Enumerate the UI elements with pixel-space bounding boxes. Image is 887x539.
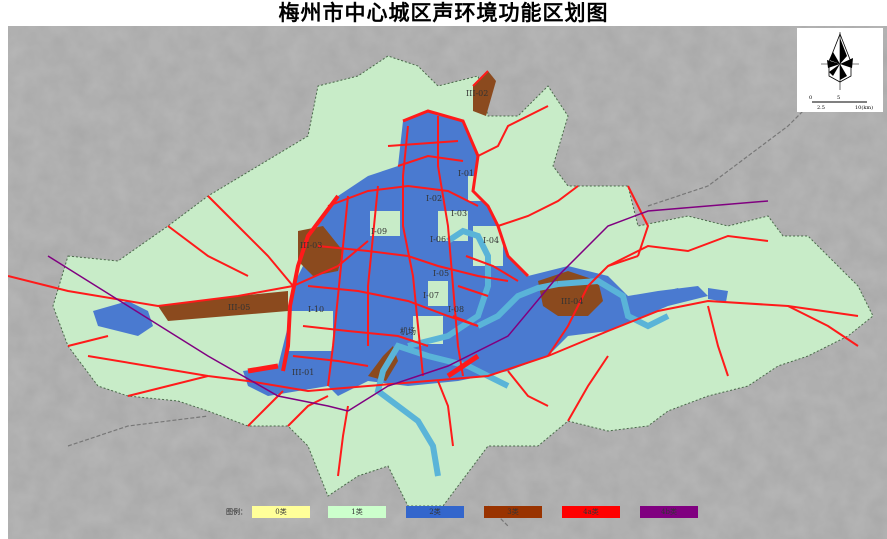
- class4a-roads: [8, 70, 859, 477]
- legend-item-class1: 1类: [328, 506, 386, 518]
- zone-label: 机场: [400, 326, 416, 336]
- legend-item-class4a: 4a类: [562, 506, 620, 518]
- scale-tick: 2.5: [817, 105, 825, 111]
- zone-label: I-10: [308, 305, 324, 314]
- class2-zone-west: [93, 301, 153, 336]
- zone-label: I-04: [483, 236, 499, 245]
- legend: 图例： 0类 1类 2类 3类 4a类 4b类: [226, 505, 698, 519]
- zone-label: I-07: [423, 291, 439, 300]
- map-title: 梅州市中心城区声环境功能区划图: [278, 0, 609, 25]
- scale-tick: 0: [809, 95, 812, 101]
- zone-labels: III-02 I-01 I-02 I-03 I-04 I-09 III-03 I…: [228, 89, 583, 377]
- zone-label: I-01: [458, 169, 474, 178]
- zone-label: I-02: [426, 194, 442, 203]
- noise-zoning-map: III-02 I-01 I-02 I-03 I-04 I-09 III-03 I…: [8, 26, 887, 539]
- legend-title: 图例：: [226, 508, 247, 516]
- north-arrow-icon: 0 5 2.5 10(km): [809, 32, 873, 111]
- legend-item-class2: 2类: [406, 506, 464, 518]
- legend-item-class0: 0类: [252, 506, 310, 518]
- zone-label: I-05: [433, 269, 449, 278]
- legend-item-class4b: 4b类: [640, 506, 698, 518]
- class1-inner-patches: [288, 176, 503, 351]
- zone-label: I-08: [448, 305, 464, 314]
- zone-label: III-04: [561, 297, 583, 306]
- zone-label: III-05: [228, 303, 250, 312]
- zone-label: I-09: [371, 227, 387, 236]
- zone-label: I-06: [430, 235, 446, 244]
- class4b-railways: [47, 200, 769, 412]
- zone-label: III-02: [466, 89, 488, 98]
- class2-zone-east: [648, 288, 728, 304]
- legend-item-class3: 3类: [484, 506, 542, 518]
- scale-tick: 5: [837, 95, 840, 101]
- zone-label: III-01: [292, 368, 314, 377]
- river: [374, 227, 670, 477]
- compass-and-scale: 0 5 2.5 10(km): [797, 28, 883, 112]
- scale-tick: 10(km): [855, 104, 873, 111]
- zone-label: I-03: [451, 209, 467, 218]
- zone-label: III-03: [300, 241, 322, 250]
